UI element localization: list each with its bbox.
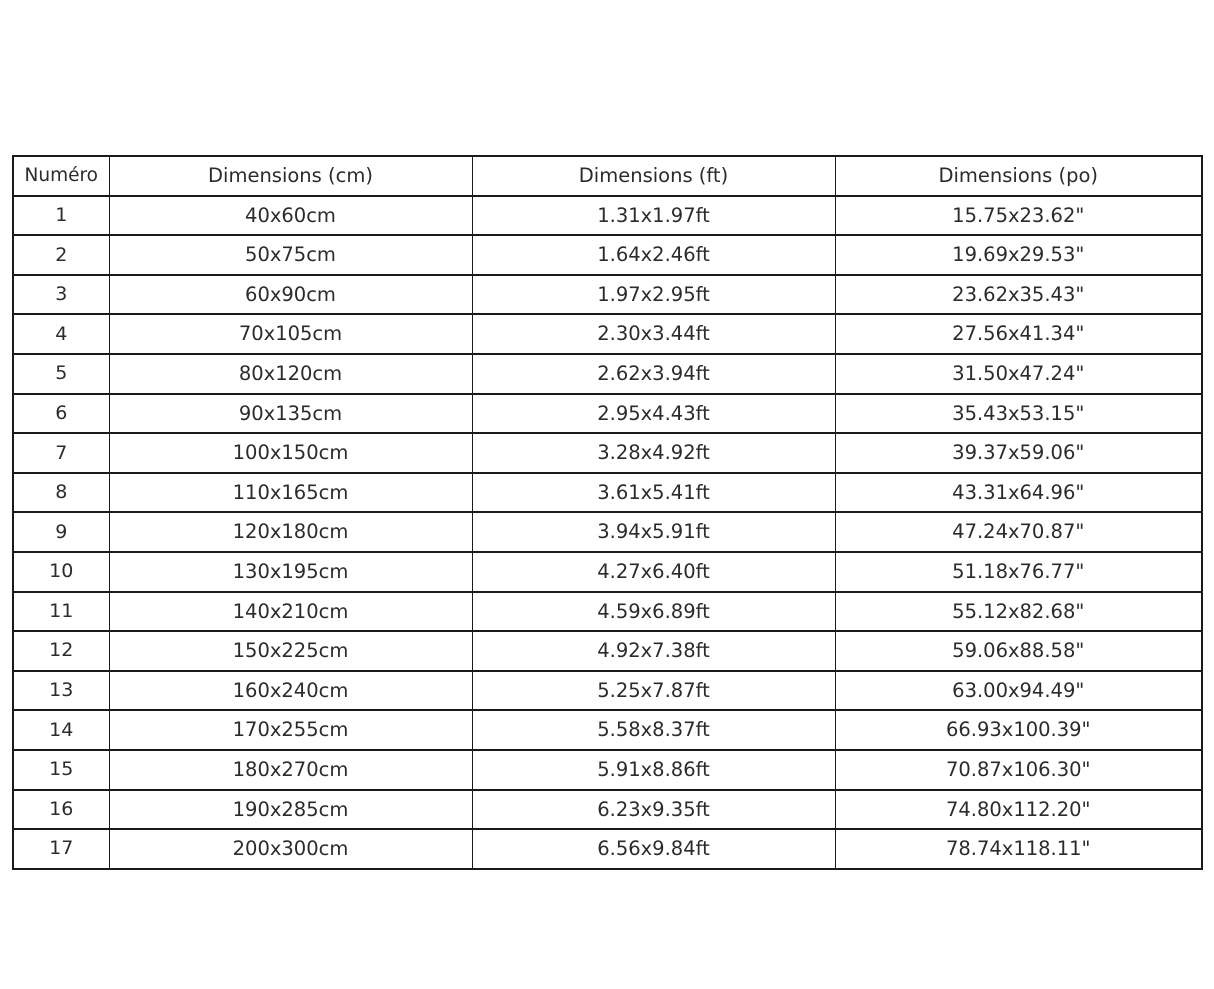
- size-table-container: Numéro Dimensions (cm) Dimensions (ft) D…: [12, 155, 1203, 870]
- table-row: 12 150x225cm 4.92x7.38ft 59.06x88.58": [12, 630, 1203, 672]
- cell-cm: 60x90cm: [108, 273, 473, 316]
- cell-ft: 2.30x3.44ft: [471, 313, 836, 355]
- cell-cm: 120x180cm: [108, 511, 473, 553]
- cell-ft: 4.92x7.38ft: [471, 630, 836, 672]
- cell-num: 14: [12, 709, 110, 751]
- cell-cm: 100x150cm: [108, 432, 473, 474]
- cell-po: 47.24x70.87": [834, 511, 1203, 553]
- cell-num: 6: [12, 392, 110, 435]
- cell-cm: 70x105cm: [108, 313, 473, 355]
- cell-po: 51.18x76.77": [834, 550, 1203, 593]
- cell-ft: 4.27x6.40ft: [471, 550, 836, 593]
- cell-num: 17: [12, 828, 110, 870]
- table-row: 11 140x210cm 4.59x6.89ft 55.12x82.68": [12, 590, 1203, 633]
- table-row: 17 200x300cm 6.56x9.84ft 78.74x118.11": [12, 828, 1203, 870]
- cell-cm: 190x285cm: [108, 788, 473, 831]
- cell-num: 3: [12, 273, 110, 316]
- cell-cm: 200x300cm: [108, 828, 473, 870]
- cell-cm: 160x240cm: [108, 669, 473, 712]
- cell-num: 8: [12, 471, 110, 514]
- cell-cm: 180x270cm: [108, 748, 473, 791]
- table-row: 5 80x120cm 2.62x3.94ft 31.50x47.24": [12, 352, 1203, 395]
- table-header-row: Numéro Dimensions (cm) Dimensions (ft) D…: [12, 155, 1203, 197]
- cell-ft: 1.97x2.95ft: [471, 273, 836, 316]
- table-row: 15 180x270cm 5.91x8.86ft 70.87x106.30": [12, 748, 1203, 791]
- table-row: 3 60x90cm 1.97x2.95ft 23.62x35.43": [12, 273, 1203, 316]
- cell-num: 5: [12, 352, 110, 395]
- table-row: 16 190x285cm 6.23x9.35ft 74.80x112.20": [12, 788, 1203, 831]
- cell-cm: 150x225cm: [108, 630, 473, 672]
- cell-po: 39.37x59.06": [834, 432, 1203, 474]
- cell-ft: 2.62x3.94ft: [471, 352, 836, 395]
- cell-po: 59.06x88.58": [834, 630, 1203, 672]
- table-row: 9 120x180cm 3.94x5.91ft 47.24x70.87": [12, 511, 1203, 553]
- cell-cm: 80x120cm: [108, 352, 473, 395]
- cell-ft: 1.31x1.97ft: [471, 194, 836, 237]
- cell-ft: 5.91x8.86ft: [471, 748, 836, 791]
- cell-ft: 3.94x5.91ft: [471, 511, 836, 553]
- cell-po: 70.87x106.30": [834, 748, 1203, 791]
- cell-ft: 6.23x9.35ft: [471, 788, 836, 831]
- cell-po: 66.93x100.39": [834, 709, 1203, 751]
- cell-ft: 3.28x4.92ft: [471, 432, 836, 474]
- cell-ft: 5.25x7.87ft: [471, 669, 836, 712]
- cell-po: 35.43x53.15": [834, 392, 1203, 435]
- column-header-dimensions-cm: Dimensions (cm): [108, 155, 473, 197]
- cell-po: 55.12x82.68": [834, 590, 1203, 633]
- cell-po: 19.69x29.53": [834, 234, 1203, 276]
- cell-ft: 5.58x8.37ft: [471, 709, 836, 751]
- cell-num: 16: [12, 788, 110, 831]
- cell-cm: 90x135cm: [108, 392, 473, 435]
- cell-ft: 3.61x5.41ft: [471, 471, 836, 514]
- table-body: 1 40x60cm 1.31x1.97ft 15.75x23.62" 2 50x75cm 1…: [12, 194, 1203, 870]
- table-row: 7 100x150cm 3.28x4.92ft 39.37x59.06": [12, 432, 1203, 474]
- cell-cm: 50x75cm: [108, 234, 473, 276]
- cell-ft: 6.56x9.84ft: [471, 828, 836, 870]
- table-row: 4 70x105cm 2.30x3.44ft 27.56x41.34": [12, 313, 1203, 355]
- cell-num: 11: [12, 590, 110, 633]
- cell-num: 12: [12, 630, 110, 672]
- cell-po: 43.31x64.96": [834, 471, 1203, 514]
- cell-cm: 140x210cm: [108, 590, 473, 633]
- cell-ft: 2.95x4.43ft: [471, 392, 836, 435]
- table-row: 6 90x135cm 2.95x4.43ft 35.43x53.15": [12, 392, 1203, 435]
- cell-ft: 4.59x6.89ft: [471, 590, 836, 633]
- cell-po: 23.62x35.43": [834, 273, 1203, 316]
- table-row: 13 160x240cm 5.25x7.87ft 63.00x94.49": [12, 669, 1203, 712]
- table-header: Numéro Dimensions (cm) Dimensions (ft) D…: [12, 155, 1203, 197]
- cell-po: 63.00x94.49": [834, 669, 1203, 712]
- cell-cm: 110x165cm: [108, 471, 473, 514]
- cell-po: 27.56x41.34": [834, 313, 1203, 355]
- cell-num: 9: [12, 511, 110, 553]
- cell-num: 13: [12, 669, 110, 712]
- cell-po: 15.75x23.62": [834, 194, 1203, 237]
- cell-po: 31.50x47.24": [834, 352, 1203, 395]
- cell-num: 15: [12, 748, 110, 791]
- cell-num: 10: [12, 550, 110, 593]
- table-row: 14 170x255cm 5.58x8.37ft 66.93x100.39": [12, 709, 1203, 751]
- cell-num: 7: [12, 432, 110, 474]
- cell-cm: 130x195cm: [108, 550, 473, 593]
- cell-po: 74.80x112.20": [834, 788, 1203, 831]
- table-row: 1 40x60cm 1.31x1.97ft 15.75x23.62": [12, 194, 1203, 237]
- dimensions-table: Numéro Dimensions (cm) Dimensions (ft) D…: [12, 155, 1203, 870]
- column-header-dimensions-po: Dimensions (po): [834, 155, 1203, 197]
- column-header-dimensions-ft: Dimensions (ft): [471, 155, 836, 197]
- cell-ft: 1.64x2.46ft: [471, 234, 836, 276]
- column-header-numero: Numéro: [12, 155, 110, 197]
- cell-num: 4: [12, 313, 110, 355]
- cell-num: 1: [12, 194, 110, 237]
- cell-cm: 40x60cm: [108, 194, 473, 237]
- table-row: 2 50x75cm 1.64x2.46ft 19.69x29.53": [12, 234, 1203, 276]
- cell-num: 2: [12, 234, 110, 276]
- cell-po: 78.74x118.11": [834, 828, 1203, 870]
- table-row: 8 110x165cm 3.61x5.41ft 43.31x64.96": [12, 471, 1203, 514]
- table-row: 10 130x195cm 4.27x6.40ft 51.18x76.77": [12, 550, 1203, 593]
- cell-cm: 170x255cm: [108, 709, 473, 751]
